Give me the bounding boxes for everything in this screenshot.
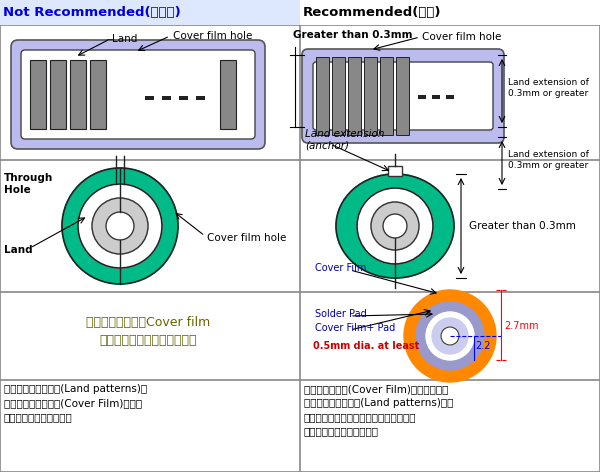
Text: 有部份被絕緣覆蓋層(Cover Film)覆蓋固: 有部份被絕緣覆蓋層(Cover Film)覆蓋固 [4,398,142,408]
Circle shape [62,168,178,284]
Text: Cover film hole: Cover film hole [207,233,286,243]
Bar [432,95,440,99]
Text: Through: Through [4,173,53,183]
Text: 通孔的燊墊必須用Cover film: 通孔的燊墊必須用Cover film [86,315,210,329]
FancyBboxPatch shape [302,49,504,143]
Text: Land: Land [112,34,137,44]
Text: 裸露在外的燊墊線路(Land patterns)沒: 裸露在外的燊墊線路(Land patterns)沒 [4,384,147,394]
Text: Cover Film: Cover Film [315,263,367,273]
Circle shape [426,312,474,360]
Text: 建議絕緣覆蓋層(Cover Film)要覆蓋住部份: 建議絕緣覆蓋層(Cover Film)要覆蓋住部份 [304,384,448,394]
Circle shape [371,202,419,250]
Bar [179,96,188,100]
Circle shape [357,188,433,264]
Text: 2.7mm: 2.7mm [504,321,539,331]
Text: Cover Film+ Pad: Cover Film+ Pad [315,323,395,333]
Bar [196,96,205,100]
Circle shape [416,302,484,370]
Text: Solder Pad: Solder Pad [315,309,367,319]
Bar [90,60,106,129]
Text: Land extension
(anchor): Land extension (anchor) [305,129,385,151]
Text: Not Recommended(不建議): Not Recommended(不建議) [3,6,181,19]
Bar [145,96,154,100]
FancyBboxPatch shape [21,50,255,139]
Bar [162,96,171,100]
Bar [388,166,402,176]
FancyBboxPatch shape [313,62,493,130]
Circle shape [441,327,459,345]
Ellipse shape [336,174,454,278]
Text: Cover film hole: Cover film hole [422,32,502,42]
Bar [364,57,377,135]
Text: Land extension of
0.3mm or greater: Land extension of 0.3mm or greater [508,150,589,170]
Bar [348,57,361,135]
Circle shape [404,290,496,382]
Text: Land: Land [4,245,32,255]
Text: Greater than 0.3mm: Greater than 0.3mm [469,221,576,231]
Bar [446,95,454,99]
Text: 定時容易因作業而剤落。: 定時容易因作業而剤落。 [4,412,73,422]
Text: 免燊墊因燊锡加熱時剤落。: 免燊墊因燊锡加熱時剤落。 [304,426,379,436]
Bar [418,95,426,99]
FancyBboxPatch shape [11,40,265,149]
Bar [30,60,46,129]
Bar [220,60,236,129]
Text: 2.2: 2.2 [475,341,491,351]
Circle shape [78,184,162,268]
Text: 0.5mm dia. at least: 0.5mm dia. at least [313,341,419,351]
Bar [0,0,300,25]
Circle shape [92,198,148,254]
Text: Greater than 0.3mm: Greater than 0.3mm [293,30,413,40]
Bar [300,0,600,25]
Text: Hole: Hole [4,185,31,195]
Bar [316,57,329,135]
Text: Recommended(建議): Recommended(建議) [303,6,442,19]
Bar [396,57,409,135]
Bar [70,60,86,129]
Text: Cover film hole: Cover film hole [173,31,253,41]
Text: 裸露在外的燊墊線路(Land patterns)，這: 裸露在外的燊墊線路(Land patterns)，這 [304,398,454,408]
Circle shape [432,318,468,354]
Circle shape [106,212,134,240]
Bar [332,57,345,135]
Bar [380,57,393,135]
Text: Land extension of
0.3mm or greater: Land extension of 0.3mm or greater [508,78,589,98]
Circle shape [383,214,407,238]
Bar [50,60,66,129]
Text: 覆蓋住，以避免使用時剤落。: 覆蓋住，以避免使用時剤落。 [99,334,197,346]
Text: 樣可以確保燊墊被固定於小板的基板，避: 樣可以確保燊墊被固定於小板的基板，避 [304,412,416,422]
